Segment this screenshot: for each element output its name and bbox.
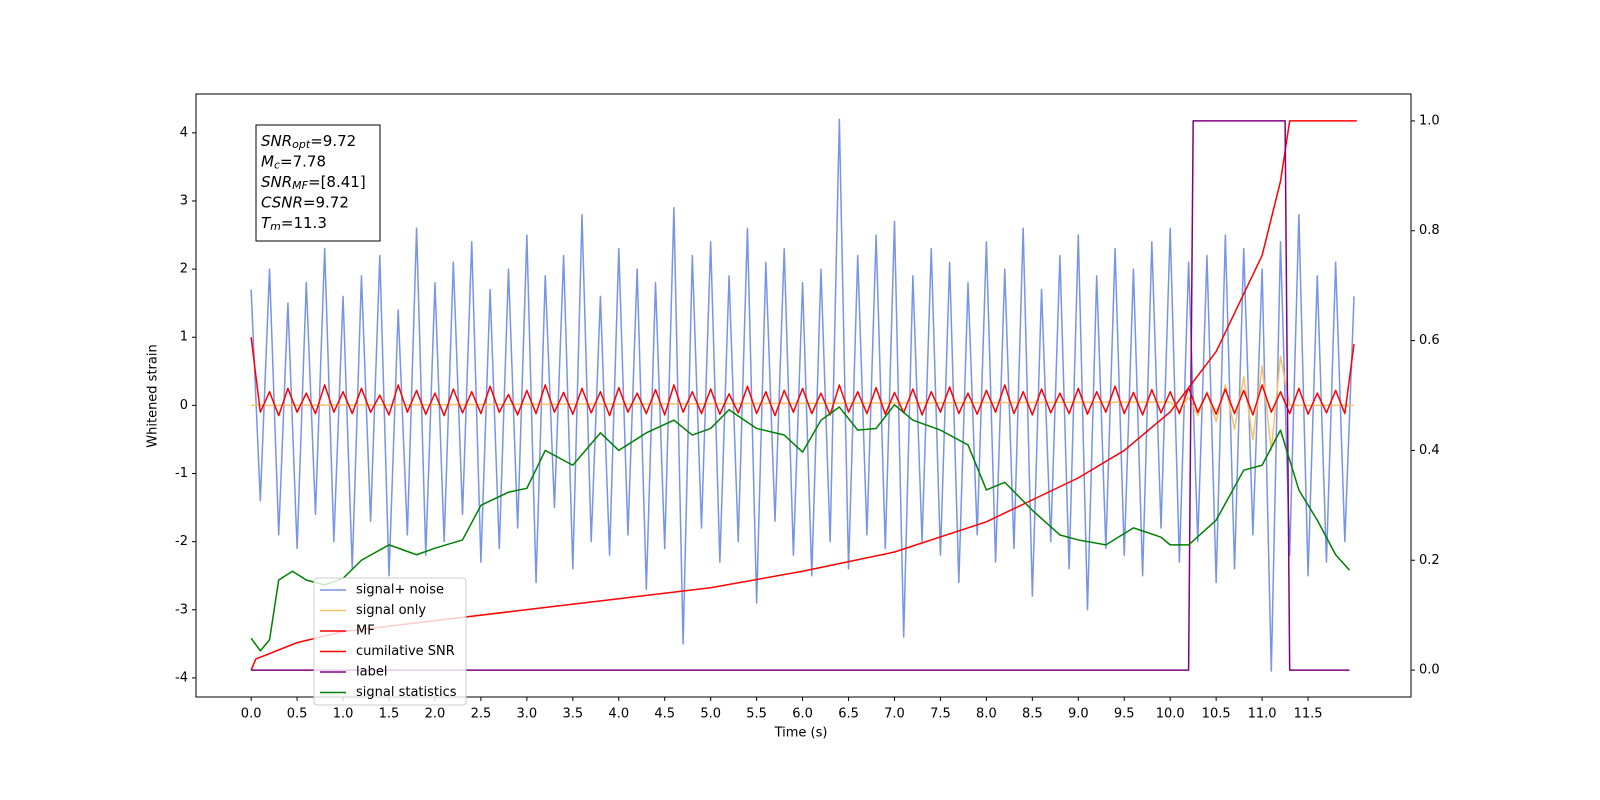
y-tick-label: 4: [180, 125, 188, 140]
x-tick-label: 7.0: [884, 707, 905, 722]
x-tick-label: 9.0: [1068, 707, 1089, 722]
legend-label: signal statistics: [356, 685, 457, 700]
y-tick-label: -1: [175, 466, 188, 481]
x-tick-label: 11.0: [1248, 707, 1277, 722]
x-tick-label: 4.0: [608, 707, 629, 722]
x-tick-label: 10.0: [1156, 707, 1185, 722]
y-tick-label: 2: [180, 262, 188, 277]
x-tick-label: 1.0: [333, 707, 354, 722]
legend-label: label: [356, 665, 387, 680]
x-tick-label: 6.5: [838, 707, 859, 722]
y2-tick-label: 0.8: [1419, 223, 1440, 238]
annotation-line: Tm=11.3: [261, 214, 327, 234]
y-tick-label: -4: [175, 670, 188, 685]
series-line: [251, 120, 1350, 671]
annotation-name: M: [261, 152, 274, 170]
y-tick-label: 1: [180, 330, 188, 345]
annotation-box: SNRopt=9.72Mc=7.78SNRMF=[8.41]CSNR=9.72T…: [255, 124, 381, 242]
y2-tick-label: 0.4: [1419, 443, 1440, 458]
y-tick-label: 3: [180, 193, 188, 208]
x-tick-label: 2.5: [471, 707, 492, 722]
x-tick-label: 10.5: [1202, 707, 1231, 722]
annotation-sub: opt: [292, 138, 311, 151]
annotation-name: CSNR: [261, 193, 303, 211]
legend-label: MF: [356, 624, 375, 639]
legend-label: cumilative SNR: [356, 644, 455, 659]
annotation-value: =11.3: [281, 214, 327, 232]
x-tick-label: 9.5: [1114, 707, 1135, 722]
annotation-frame: [255, 124, 381, 242]
x-tick-label: 6.0: [792, 707, 813, 722]
series-line: [250, 404, 1350, 652]
annotation-line: Mc=7.78: [261, 152, 326, 172]
y2-tick-label: 0.0: [1419, 663, 1440, 678]
x-tick-label: 7.5: [930, 707, 951, 722]
series-line: [250, 337, 1355, 417]
annotation-line: SNRMF=[8.41]: [261, 173, 366, 193]
annotation-name: T: [261, 214, 272, 232]
legend-label: signal only: [356, 603, 426, 618]
legend: signal+ noise signal only MF cumilative SNR…: [313, 577, 467, 706]
y-tick-label: -3: [175, 602, 188, 617]
y2-tick-label: 0.6: [1419, 333, 1440, 348]
annotation-sub: MF: [292, 179, 308, 192]
x-axis-label: Time (s): [774, 726, 828, 741]
annotation-name: SNR: [261, 173, 292, 191]
annotation-sub: c: [274, 159, 280, 172]
x-tick-label: 11.5: [1294, 707, 1323, 722]
legend-label: signal+ noise: [356, 583, 444, 598]
x-tick-label: 3.0: [517, 707, 538, 722]
annotation-value: =[8.41]: [308, 173, 366, 191]
annotation-line: CSNR=9.72: [261, 193, 349, 211]
x-tick-label: 3.5: [562, 707, 583, 722]
x-tick-label: 2.0: [425, 707, 446, 722]
series-line: [250, 118, 1355, 672]
annotation-name: SNR: [261, 132, 292, 150]
annotation-value: =9.72: [310, 132, 356, 150]
x-tick-label: 1.5: [379, 707, 400, 722]
y-axis-label: Whitened strain: [146, 344, 161, 447]
y2-tick-label: 0.2: [1419, 553, 1440, 568]
annotation-sub: m: [270, 220, 281, 233]
x-tick-label: 4.5: [654, 707, 675, 722]
legend-frame: [313, 577, 467, 706]
x-tick-label: 5.5: [746, 707, 767, 722]
x-tick-label: 5.0: [700, 707, 721, 722]
ticks: 0.0 0.5 1.0 1.5 2.0 2.5 3.0 3.5 4.0 4.5 5.0 5.5 6.0 6…: [175, 113, 1440, 721]
annotation-line: SNRopt=9.72: [261, 132, 356, 152]
x-tick-label: 0.5: [287, 707, 308, 722]
x-tick-label: 8.5: [1022, 707, 1043, 722]
y2-tick-label: 1.0: [1419, 113, 1440, 128]
y-tick-label: 0: [180, 398, 188, 413]
axes-frame: [195, 93, 1412, 698]
x-tick-label: 8.0: [976, 707, 997, 722]
annotation-value: =7.78: [280, 152, 326, 170]
x-tick-label: 0.0: [241, 707, 262, 722]
series-line: [251, 355, 1355, 452]
y-tick-label: -2: [175, 534, 188, 549]
annotation-value: =9.72: [303, 193, 349, 211]
